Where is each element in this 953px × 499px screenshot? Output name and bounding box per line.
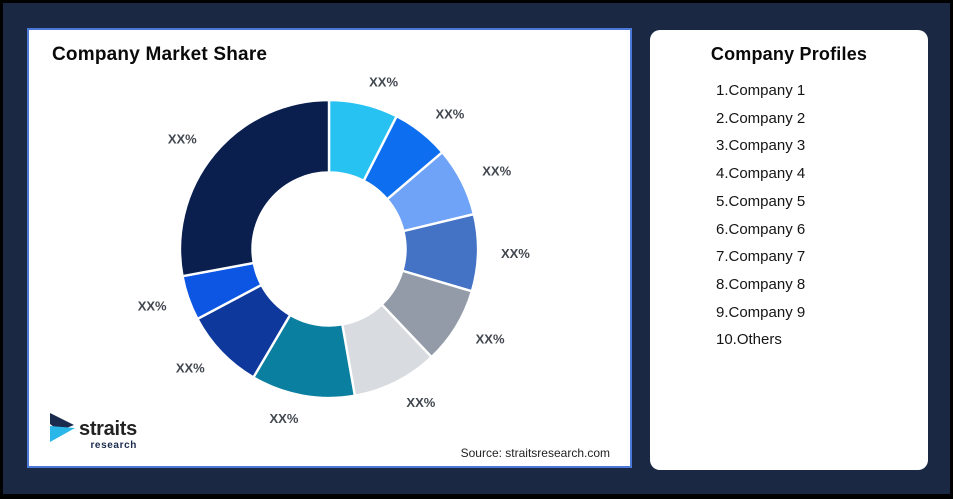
logo-subtitle: research bbox=[90, 440, 137, 451]
company-profile-item: 2.Company 2 bbox=[716, 109, 806, 127]
slice-label-company-7: XX% bbox=[269, 411, 298, 426]
slice-label-company-2: XX% bbox=[435, 106, 464, 121]
company-profile-item: 6.Company 6 bbox=[716, 220, 806, 238]
market-share-card: Company Market Share XX% XX% XX% XX% XX% XX% X… bbox=[27, 28, 632, 468]
straits-research-logo: straits research bbox=[49, 412, 137, 451]
slice-label-company-9: XX% bbox=[138, 298, 167, 313]
company-profile-item: 1.Company 1 bbox=[716, 82, 806, 99]
logo-arrow-icon bbox=[50, 413, 75, 442]
profiles-title: Company Profiles bbox=[710, 44, 868, 64]
chart-title: Company Market Share bbox=[52, 44, 268, 65]
company-profile-item: 4.Company 4 bbox=[716, 165, 806, 183]
logo-name: straits bbox=[79, 418, 137, 440]
logo-text: straits research bbox=[79, 419, 137, 451]
company-profile-item: 5.Company 5 bbox=[716, 192, 806, 210]
source-text: Source: straitsresearch.com bbox=[460, 446, 610, 460]
company-profiles-list: 1.Company 1 2.Company 2 3.Company 3 4.Compa… bbox=[650, 77, 928, 354]
company-profile-item: 10.Others bbox=[716, 331, 782, 349]
company-profile-item: 8.Company 8 bbox=[716, 275, 806, 293]
company-profile-item: 9.Company 9 bbox=[716, 303, 806, 321]
company-profiles-card: Company Profiles 1.Company 1 2.Company 2 3… bbox=[650, 30, 928, 470]
slice-label-company-3: XX% bbox=[482, 163, 511, 178]
company-profile-item: 3.Company 3 bbox=[716, 137, 806, 155]
slice-label-company-6: XX% bbox=[406, 395, 435, 410]
logo-mark-bottom-shape bbox=[50, 426, 75, 442]
slice-label-company-4: XX% bbox=[501, 246, 530, 261]
slice-label-company-1: XX% bbox=[369, 74, 398, 89]
donut-slice-others bbox=[178, 98, 331, 278]
donut-chart: XX% XX% XX% XX% XX% XX% XX% XX% XX% XX% bbox=[138, 74, 531, 426]
slice-label-company-5: XX% bbox=[476, 331, 505, 346]
slice-label-company-8: XX% bbox=[176, 360, 205, 375]
slice-label-others: XX% bbox=[168, 132, 197, 147]
company-profile-item: 7.Company 7 bbox=[716, 248, 806, 266]
